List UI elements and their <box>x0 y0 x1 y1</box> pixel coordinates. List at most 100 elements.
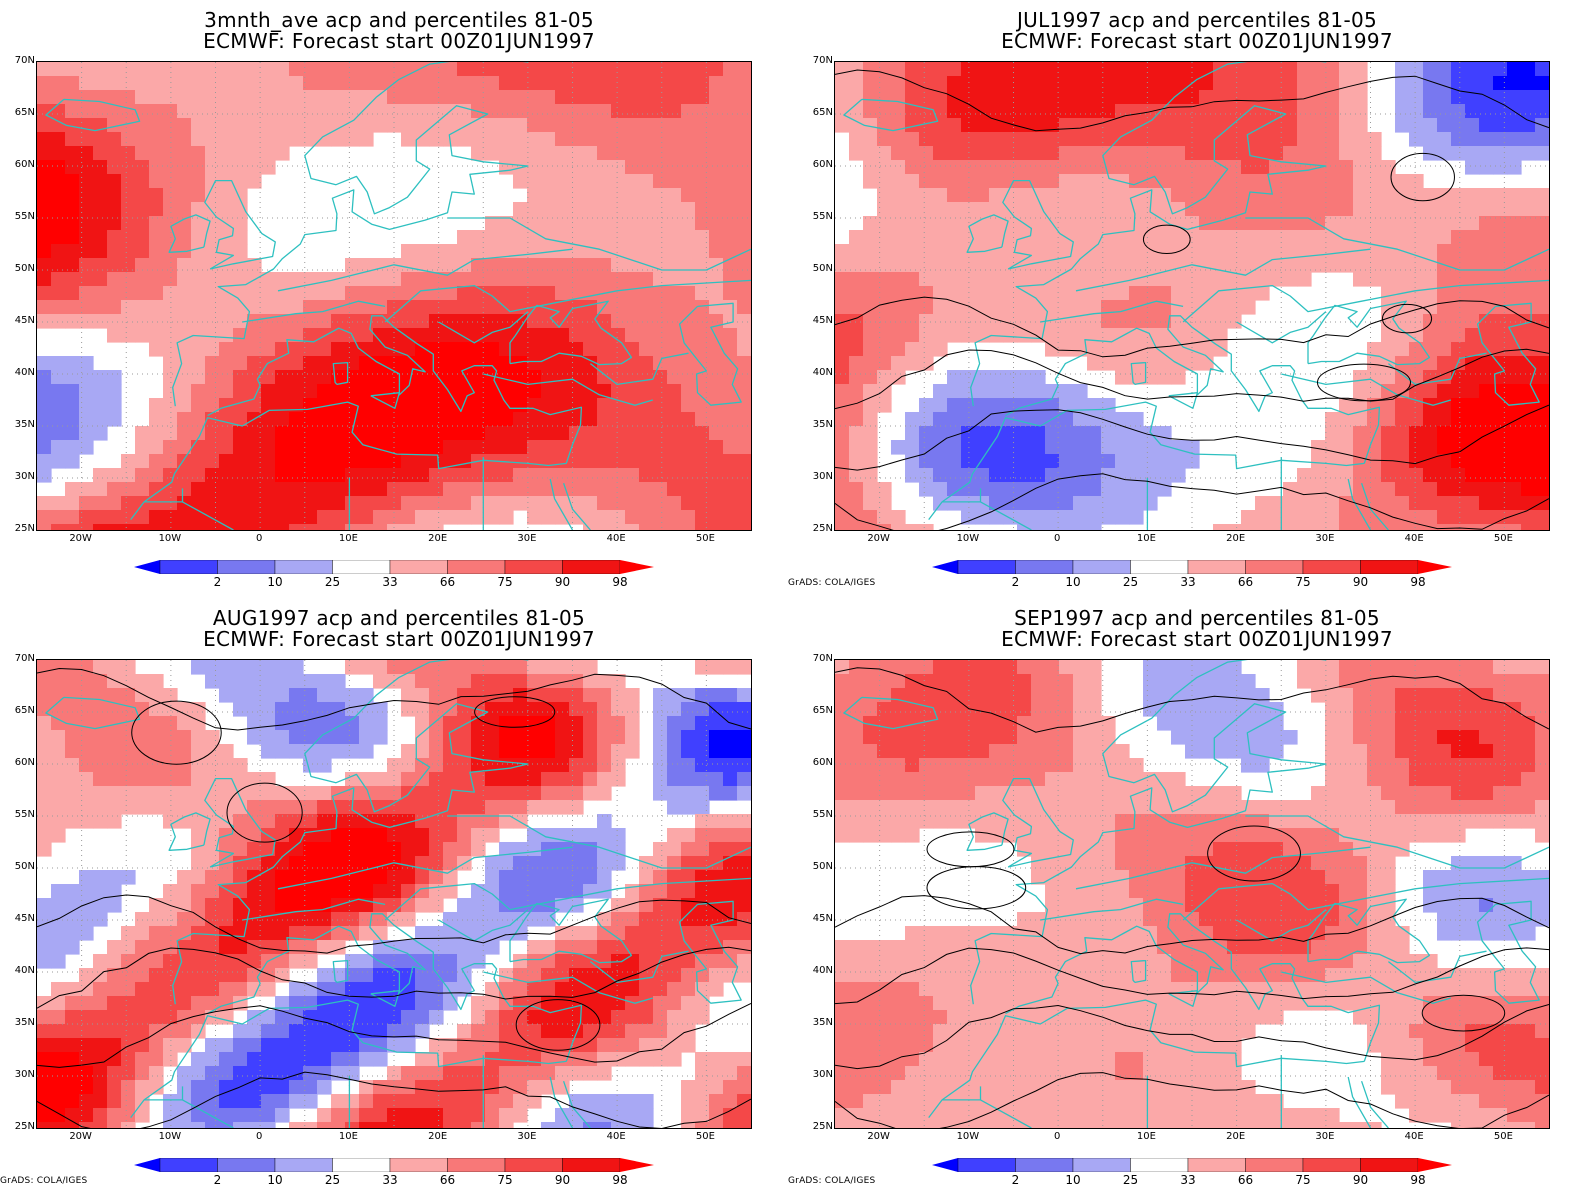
map-panel-3: AUG1997 acp and percentiles 81-05 ECMWF: … <box>0 598 798 1196</box>
latitude-label: 45N <box>14 315 35 326</box>
panel-subtitle: ECMWF: Forecast start 00Z01JUN1997 <box>203 627 595 651</box>
longitude-label: 50E <box>695 1131 715 1142</box>
longitude-label: 0 <box>255 533 263 544</box>
colorbar-label: 98 <box>1410 575 1426 589</box>
colorbar-label: 25 <box>324 1173 341 1187</box>
colorbar-label: 10 <box>1065 1173 1081 1187</box>
coastlines <box>843 660 1549 1128</box>
map-plot <box>835 62 1549 530</box>
percentile-shading <box>37 62 751 530</box>
colorbar-label: 2 <box>213 1173 222 1187</box>
latitude-label: 25N <box>812 1121 833 1132</box>
latitude-label: 50N <box>812 861 833 872</box>
percentile-shading <box>835 660 1549 1128</box>
longitude-label: 30E <box>1315 533 1335 544</box>
colorbar-label: 25 <box>324 575 341 589</box>
colorbar-label: 66 <box>1237 575 1254 589</box>
latitude-label: 50N <box>812 263 833 274</box>
longitude-label: 0 <box>1053 533 1061 544</box>
latitude-label: 70N <box>14 55 35 66</box>
longitude-label: 10W <box>956 1131 980 1142</box>
panel-subtitle: ECMWF: Forecast start 00Z01JUN1997 <box>1001 29 1393 53</box>
panel-title: 3mnth_ave acp and percentiles 81-05 <box>204 8 594 32</box>
coastlines <box>843 62 1549 530</box>
longitude-label: 30E <box>1315 1131 1335 1142</box>
colorbar-label: 33 <box>382 1173 398 1187</box>
panel-title: AUG1997 acp and percentiles 81-05 <box>212 606 586 630</box>
map-area <box>36 659 752 1129</box>
longitude-label: 10E <box>338 1131 358 1142</box>
latitude-label: 25N <box>812 523 833 534</box>
longitude-label: 40E <box>1404 533 1424 544</box>
longitude-label: 0 <box>1053 1131 1061 1142</box>
latitude-label: 65N <box>14 705 35 716</box>
colorbar-label: 10 <box>1065 575 1081 589</box>
latitude-label: 35N <box>14 1017 35 1028</box>
colorbar <box>134 1157 654 1173</box>
coastlines <box>45 62 751 530</box>
colorbar-label: 98 <box>612 1173 628 1187</box>
latitude-label: 70N <box>14 653 35 664</box>
latitude-label: 40N <box>14 367 35 378</box>
colorbar-label: 2 <box>213 575 222 589</box>
colorbar <box>932 1157 1452 1173</box>
percentile-shading <box>835 62 1549 530</box>
longitude-label: 20E <box>1226 1131 1246 1142</box>
latitude-label: 60N <box>14 757 35 768</box>
grads-credit: GrADS: COLA/IGES <box>788 1176 876 1186</box>
longitude-label: 10E <box>1136 1131 1156 1142</box>
panel-title: SEP1997 acp and percentiles 81-05 <box>1014 606 1380 630</box>
latitude-label: 40N <box>812 367 833 378</box>
grads-credit: GrADS: COLA/IGES <box>788 578 876 588</box>
colorbar <box>134 559 654 575</box>
colorbar-label: 10 <box>267 1173 283 1187</box>
colorbar-label: 2 <box>1011 1173 1020 1187</box>
longitude-label: 20W <box>867 533 890 544</box>
longitude-label: 50E <box>1493 533 1513 544</box>
longitude-label: 50E <box>1493 1131 1513 1142</box>
longitude-label: 20W <box>69 1131 92 1142</box>
longitude-label: 40E <box>606 1131 626 1142</box>
latitude-label: 45N <box>812 315 833 326</box>
latitude-label: 30N <box>812 1069 833 1080</box>
graticule <box>835 62 1549 530</box>
map-plot <box>37 660 751 1128</box>
longitude-label: 20E <box>428 533 448 544</box>
longitude-label: 10E <box>338 533 358 544</box>
colorbar-label: 25 <box>1122 575 1139 589</box>
longitude-label: 40E <box>606 533 626 544</box>
colorbar-label: 10 <box>267 575 283 589</box>
longitude-label: 20W <box>69 533 92 544</box>
map-area <box>834 659 1550 1129</box>
contour-lines <box>835 69 1549 530</box>
colorbar-label: 66 <box>1237 1173 1254 1187</box>
latitude-label: 25N <box>14 1121 35 1132</box>
latitude-label: 65N <box>14 107 35 118</box>
latitude-label: 25N <box>14 523 35 534</box>
latitude-label: 30N <box>812 471 833 482</box>
latitude-label: 65N <box>812 705 833 716</box>
panel-subtitle: ECMWF: Forecast start 00Z01JUN1997 <box>203 29 595 53</box>
colorbar-label: 33 <box>1180 575 1196 589</box>
longitude-label: 10E <box>1136 533 1156 544</box>
longitude-label: 10W <box>158 1131 182 1142</box>
panel-title: JUL1997 acp and percentiles 81-05 <box>1016 8 1378 32</box>
latitude-label: 40N <box>812 965 833 976</box>
colorbar-label: 98 <box>1410 1173 1426 1187</box>
latitude-label: 55N <box>812 211 833 222</box>
colorbar-label: 25 <box>1122 1173 1139 1187</box>
latitude-label: 55N <box>14 211 35 222</box>
longitude-label: 50E <box>695 533 715 544</box>
colorbar-label: 75 <box>1295 575 1311 589</box>
colorbar-label: 98 <box>612 575 628 589</box>
latitude-label: 45N <box>812 913 833 924</box>
grads-credit: GrADS: COLA/IGES <box>0 1176 88 1186</box>
longitude-label: 10W <box>956 533 980 544</box>
colorbar-label: 90 <box>554 575 571 589</box>
latitude-label: 45N <box>14 913 35 924</box>
latitude-label: 70N <box>812 653 833 664</box>
colorbar-label: 90 <box>554 1173 571 1187</box>
coastlines <box>45 660 751 1128</box>
map-area <box>834 61 1550 531</box>
latitude-label: 60N <box>14 159 35 170</box>
